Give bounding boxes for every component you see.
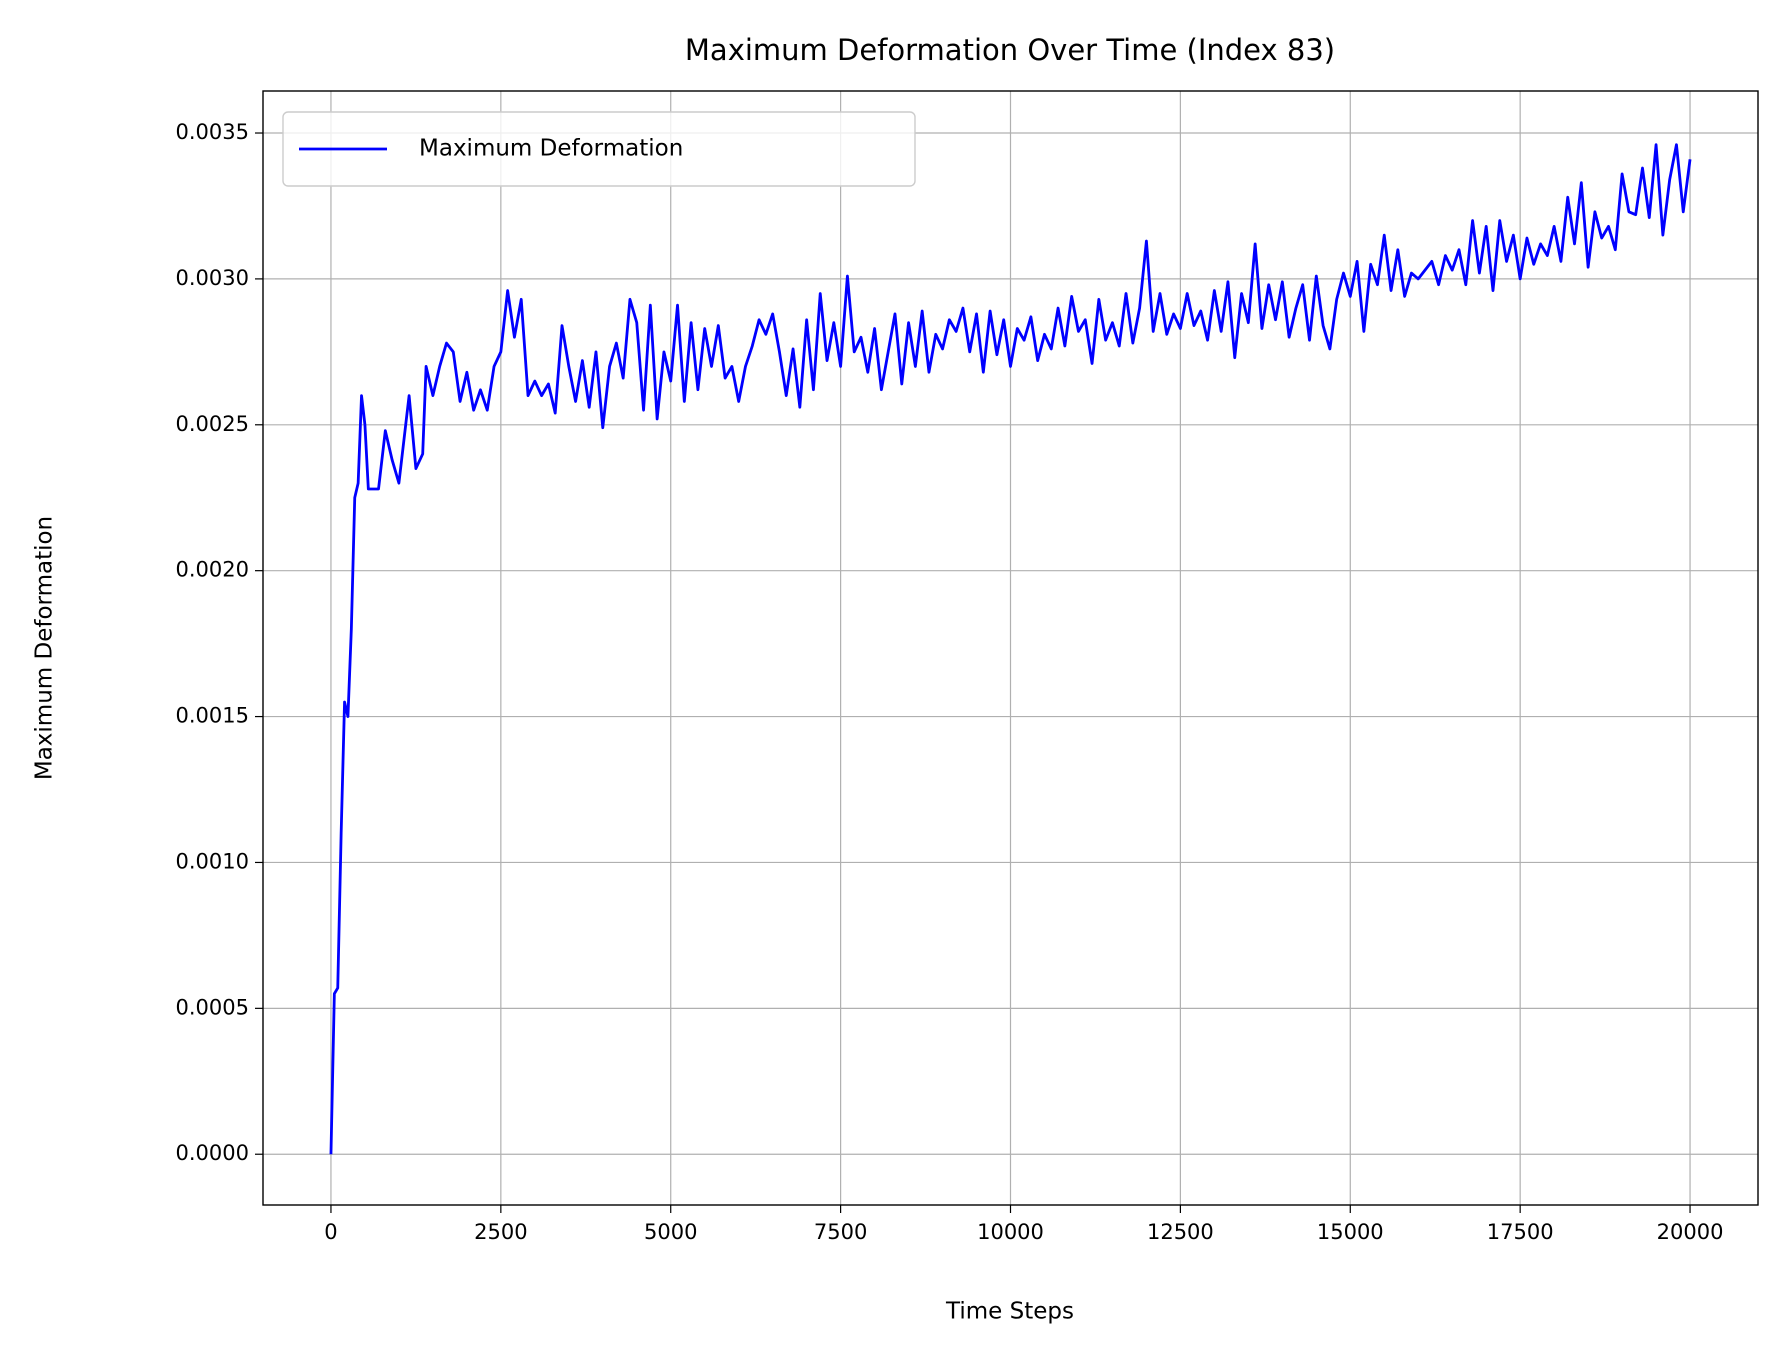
x-tick-label: 15000 xyxy=(1317,1220,1384,1244)
chart-title: Maximum Deformation Over Time (Index 83) xyxy=(685,33,1335,67)
x-tick-label: 5000 xyxy=(644,1220,697,1244)
axes-frame xyxy=(262,90,1759,1206)
legend-box xyxy=(282,111,916,187)
y-axis-label: Maximum Deformation xyxy=(32,516,58,780)
x-tick-label: 7500 xyxy=(814,1220,867,1244)
x-tick-label: 17500 xyxy=(1487,1220,1554,1244)
data-line xyxy=(329,143,1692,1155)
x-tick-label: 12500 xyxy=(1147,1220,1214,1244)
legend-label: Maximum Deformation xyxy=(419,136,683,162)
y-tick-label: 0.0005 xyxy=(176,995,249,1019)
x-axis-label: Time Steps xyxy=(945,1299,1074,1325)
x-tick-label: 20000 xyxy=(1657,1220,1724,1244)
x-tick-label: 2500 xyxy=(474,1220,527,1244)
y-tick-label: 0.0025 xyxy=(176,412,249,436)
y-tick-label: 0.0030 xyxy=(176,266,249,290)
y-tick-label: 0.0000 xyxy=(176,1141,249,1165)
y-tick-label: 0.0010 xyxy=(176,849,249,873)
y-tick-label: 0.0020 xyxy=(176,558,249,582)
y-tick-label: 0.0015 xyxy=(176,704,249,728)
plot-area: 0 2500 5000 7500 10000 12500 15000 17500 20000 0.… xyxy=(176,90,1759,1244)
y-tick-label: 0.0035 xyxy=(176,120,249,144)
x-tick-label: 0 xyxy=(324,1220,337,1244)
x-tick-label: 10000 xyxy=(977,1220,1044,1244)
